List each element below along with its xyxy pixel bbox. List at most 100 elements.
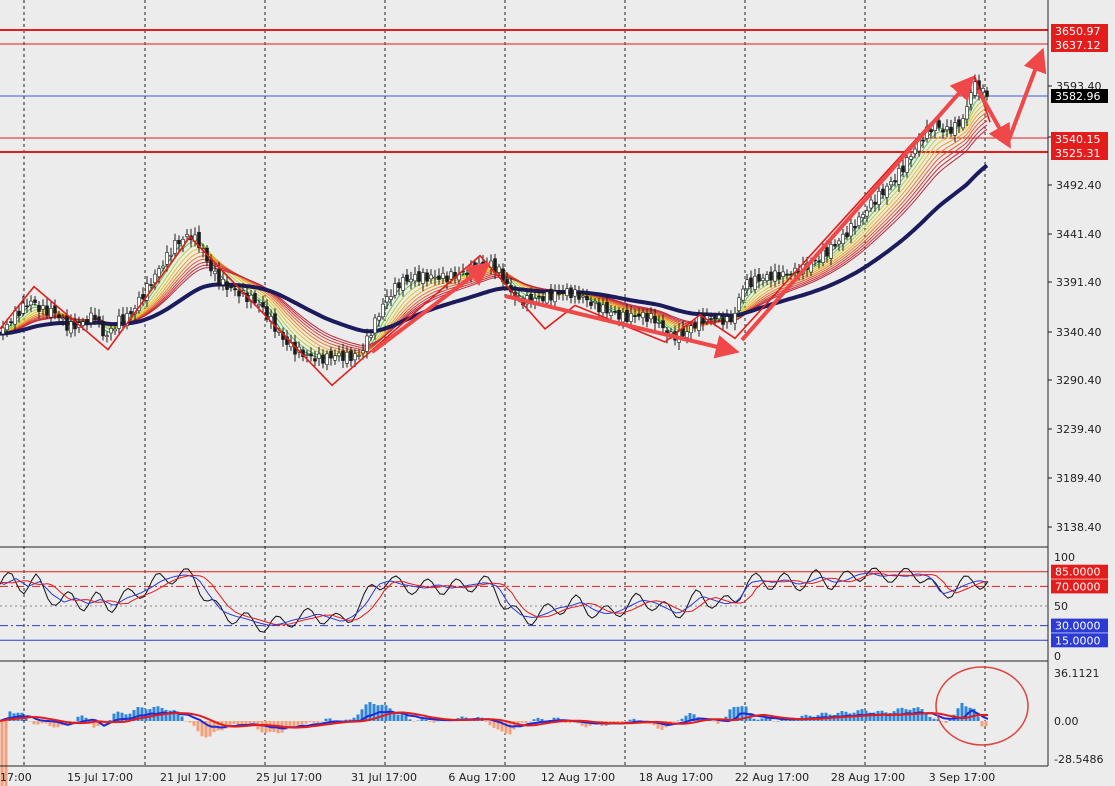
candle-body — [213, 270, 217, 275]
macd-histogram-bar — [716, 721, 720, 724]
candle-body — [417, 271, 421, 282]
x-tick-label: 12 Aug 17:00 — [541, 771, 615, 784]
candle-body — [129, 311, 133, 315]
candle-body — [517, 295, 521, 297]
candle-body — [781, 271, 785, 277]
candle-body — [45, 305, 49, 316]
macd-histogram-bar — [48, 721, 52, 727]
macd-histogram-bar — [120, 712, 124, 721]
candle-body — [773, 270, 777, 282]
candle-body — [165, 252, 169, 265]
macd-histogram-bar — [884, 712, 888, 721]
candle-body — [29, 300, 33, 306]
macd-histogram-bar — [240, 721, 244, 727]
macd-histogram-bar — [536, 717, 540, 721]
candle-body — [869, 199, 873, 209]
macd-y-tick: -28.5486 — [1054, 753, 1103, 766]
candle-body — [941, 129, 945, 133]
macd-histogram-bar — [976, 716, 980, 721]
macd-histogram-bar — [164, 709, 168, 721]
macd-histogram-bar — [484, 721, 488, 722]
macd-y-tick: 36.1121 — [1054, 667, 1100, 680]
x-tick-label: 3 Sep 17:00 — [929, 771, 995, 784]
candle-body — [377, 316, 381, 321]
macd-histogram-bar — [0, 721, 4, 786]
macd-histogram-bar — [880, 710, 884, 721]
candle-body — [505, 278, 509, 284]
candle-body — [37, 305, 41, 312]
candle-body — [657, 322, 661, 324]
macd-histogram-bar — [556, 717, 560, 721]
macd-histogram-bar — [732, 707, 736, 721]
candle-body — [981, 87, 985, 93]
candle-body — [633, 315, 637, 317]
macd-histogram-bar — [968, 707, 972, 721]
candle-body — [561, 291, 565, 294]
candle-body — [53, 305, 57, 314]
macd-histogram-bar — [504, 721, 508, 734]
macd-histogram-bar — [112, 713, 116, 721]
macd-histogram-bar — [8, 711, 12, 721]
macd-histogram-bar — [344, 719, 348, 721]
macd-histogram-bar — [368, 701, 372, 721]
y-tick-label: 3391.40 — [1056, 276, 1102, 289]
macd-histogram-bar — [964, 706, 968, 721]
price-tag-support-2: 3525.31 — [1055, 147, 1101, 160]
price-levels — [0, 29, 1048, 153]
oscillator-level-tag-bg — [1051, 633, 1108, 648]
macd-histogram-bar — [396, 714, 400, 721]
candle-body — [649, 313, 653, 320]
macd-histogram-bar — [676, 720, 680, 722]
candle-body — [69, 321, 73, 334]
candle-body — [693, 322, 697, 329]
macd-histogram-bar — [768, 718, 772, 721]
price-tag-support-1: 3540.15 — [1055, 133, 1101, 146]
candle-body — [761, 277, 765, 281]
candle-body — [845, 232, 849, 238]
candle-body — [753, 275, 757, 290]
macd-histogram-bar — [40, 721, 44, 724]
candle-body — [465, 272, 469, 276]
candle-body — [333, 355, 337, 361]
candle-body — [429, 274, 433, 280]
x-tick-label: 15 Jul 17:00 — [67, 771, 133, 784]
candle-body — [945, 126, 949, 131]
macd-histogram-bar — [628, 719, 632, 721]
candle-body — [557, 291, 561, 295]
price-tag-resistance-top: 3650.97 — [1055, 25, 1101, 38]
macd-histogram-bar — [96, 721, 100, 727]
y-tick-label: 3340.40 — [1056, 326, 1102, 339]
candle-body — [349, 350, 353, 361]
macd-histogram-bar — [432, 721, 436, 723]
macd-histogram-bar — [436, 720, 440, 722]
ma-ribbon-line — [0, 120, 988, 350]
macd-histogram-bar — [580, 721, 584, 726]
macd-histogram-bar — [136, 707, 140, 721]
candle-body — [421, 272, 425, 284]
macd-histogram-bar — [948, 719, 952, 721]
oscillator-level-tag: 85.0000 — [1055, 566, 1101, 579]
macd-histogram-bar — [236, 721, 240, 726]
candle-body — [537, 295, 541, 298]
candle-body — [425, 272, 429, 282]
macd-histogram-bar — [428, 721, 432, 722]
candle-body — [565, 288, 569, 296]
candle-body — [553, 290, 557, 303]
candle-body — [325, 353, 329, 366]
macd-histogram-bar — [792, 719, 796, 721]
grid-lines — [23, 0, 986, 766]
macd-histogram-bar — [672, 721, 676, 722]
candle-body — [577, 292, 581, 300]
macd-histogram-bar — [424, 719, 428, 721]
candle-body — [953, 122, 957, 136]
macd-histogram-bar — [32, 721, 36, 725]
oscillator-level-tag-bg — [1051, 618, 1108, 633]
candle-body — [317, 353, 321, 359]
candle-body — [777, 272, 781, 280]
macd-histogram-bar — [512, 721, 516, 730]
candle-body — [909, 156, 913, 160]
candle-body — [757, 274, 761, 282]
macd-histogram-bar — [168, 710, 172, 721]
oscillator-slow-line — [0, 572, 989, 626]
macd-histogram-bar — [356, 714, 360, 721]
